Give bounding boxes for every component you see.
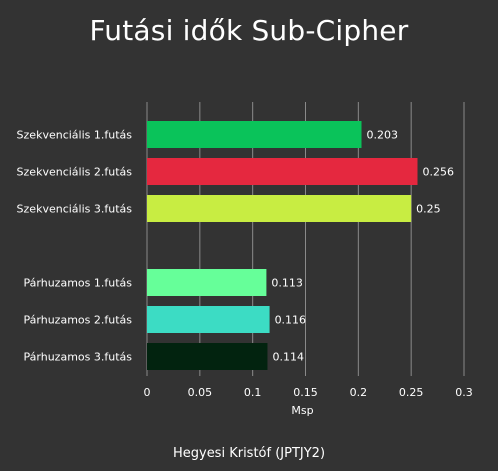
x-tick-label: 0 [144,386,151,399]
value-label: 0.25 [416,203,441,216]
x-tick-label: 0.15 [293,386,318,399]
category-label: Párhuzamos 1.futás [24,277,133,290]
footer-author: Hegyesi Kristóf (JPTJY2) [172,446,326,461]
x-tick-label: 0.3 [455,386,473,399]
x-tick-label: 0.05 [188,386,213,399]
chart-title: Futási idők Sub-Cipher [89,14,409,47]
value-labels: 0.203 0.256 0.25 0.113 0.116 0.114 [271,129,454,364]
category-labels: Szekvenciális 1.futás Szekvenciális 2.fut… [17,129,133,364]
chart-plot: Szekvenciális 1.futás Szekvenciális 2.fut… [17,102,473,417]
bar [147,121,362,148]
value-label: 0.116 [275,314,307,327]
x-axis-title: Msp [291,404,313,417]
category-label: Szekvenciális 2.futás [17,166,133,179]
category-label: Párhuzamos 3.futás [24,351,133,364]
category-label: Szekvenciális 1.futás [17,129,133,142]
bar [147,269,267,296]
bar [147,195,412,222]
x-tick-label: 0.2 [350,386,368,399]
category-label: Párhuzamos 2.futás [24,314,133,327]
x-tick-label: 0.1 [244,386,262,399]
value-label: 0.256 [423,166,455,179]
bar [147,158,418,185]
value-label: 0.114 [272,351,304,364]
category-label: Szekvenciális 3.futás [17,203,133,216]
bars [147,121,418,370]
bar [147,306,270,333]
value-label: 0.113 [271,277,303,290]
value-label: 0.203 [367,129,399,142]
bar [147,343,268,370]
x-tick-labels: 0 0.05 0.1 0.15 0.2 0.25 0.3 [144,386,473,399]
x-tick-label: 0.25 [399,386,424,399]
